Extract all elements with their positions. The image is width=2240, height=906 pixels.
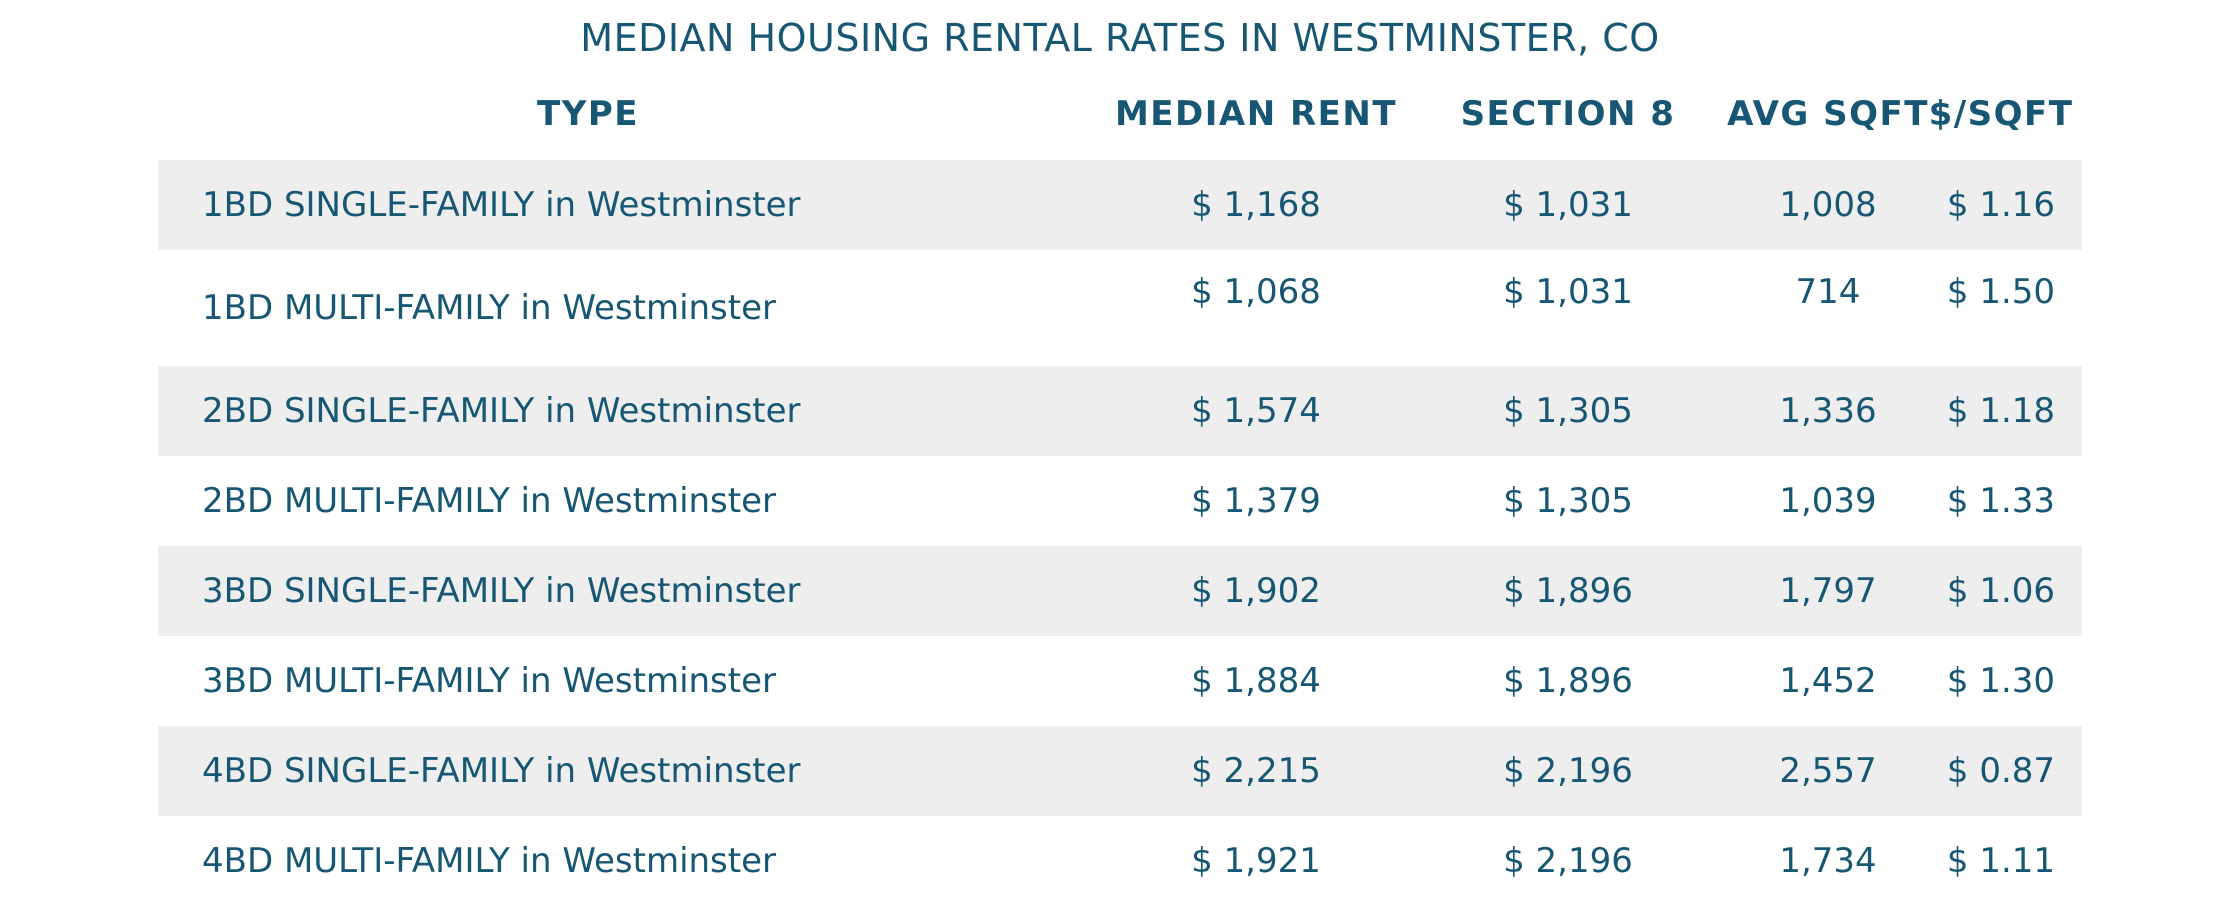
table-row: 4BD SINGLE-FAMILY in Westminster $ 2,215 $… <box>158 726 2082 816</box>
avg-sqft-cell: 1,008 <box>1779 185 1877 225</box>
median-rent-cell: $ 1,068 <box>1191 272 1321 312</box>
median-rent-cell: $ 1,921 <box>1191 841 1321 881</box>
avg-sqft-cell: 1,734 <box>1779 841 1877 881</box>
rental-rates-table: TYPE MEDIAN RENT SECTION 8 AVG SQFT $/SQ… <box>158 84 2082 906</box>
avg-sqft-cell: 1,452 <box>1779 661 1877 701</box>
median-rent-cell: $ 1,884 <box>1191 661 1321 701</box>
column-header-avg-sqft: AVG SQFT <box>1727 94 1929 134</box>
table-header-row: TYPE MEDIAN RENT SECTION 8 AVG SQFT $/SQ… <box>158 84 2082 160</box>
table-row: 4BD MULTI-FAMILY in Westminster $ 1,921 $ … <box>158 816 2082 906</box>
type-cell: 1BD MULTI-FAMILY in Westminster <box>202 288 776 328</box>
section-8-cell: $ 1,896 <box>1503 571 1633 611</box>
column-header-median-rent: MEDIAN RENT <box>1114 94 1398 134</box>
type-cell: 3BD MULTI-FAMILY in Westminster <box>202 661 776 701</box>
section-8-cell: $ 1,305 <box>1503 391 1633 431</box>
table-row: 2BD MULTI-FAMILY in Westminster $ 1,379 $ … <box>158 456 2082 546</box>
avg-sqft-cell: 1,039 <box>1779 481 1877 521</box>
type-cell: 2BD SINGLE-FAMILY in Westminster <box>202 391 801 431</box>
section-8-cell: $ 1,031 <box>1503 185 1633 225</box>
median-rent-cell: $ 1,168 <box>1191 185 1321 225</box>
section-8-cell: $ 1,305 <box>1503 481 1633 521</box>
column-header-section-8: SECTION 8 <box>1460 94 1676 134</box>
avg-sqft-cell: 1,797 <box>1779 571 1877 611</box>
median-rent-cell: $ 1,574 <box>1191 391 1321 431</box>
price-per-sqft-cell: $ 1.16 <box>1946 185 2056 225</box>
table-body: 1BD SINGLE-FAMILY in Westminster $ 1,168 $… <box>158 160 2082 906</box>
table-title: MEDIAN HOUSING RENTAL RATES IN WESTMINST… <box>580 16 1660 60</box>
price-per-sqft-cell: $ 1.30 <box>1946 661 2056 701</box>
section-8-cell: $ 1,896 <box>1503 661 1633 701</box>
median-rent-cell: $ 1,379 <box>1191 481 1321 521</box>
type-cell: 1BD SINGLE-FAMILY in Westminster <box>202 185 801 225</box>
table-row: 3BD SINGLE-FAMILY in Westminster $ 1,902 $… <box>158 546 2082 636</box>
avg-sqft-cell: 714 <box>1795 272 1861 312</box>
table-row: 3BD MULTI-FAMILY in Westminster $ 1,884 $ … <box>158 636 2082 726</box>
price-per-sqft-cell: $ 1.18 <box>1946 391 2056 431</box>
section-8-cell: $ 2,196 <box>1503 841 1633 881</box>
table-row: 2BD SINGLE-FAMILY in Westminster $ 1,574 $… <box>158 366 2082 456</box>
price-per-sqft-cell: $ 1.50 <box>1946 272 2056 312</box>
type-cell: 4BD SINGLE-FAMILY in Westminster <box>202 751 801 791</box>
price-per-sqft-cell: $ 1.11 <box>1946 841 2056 881</box>
median-rent-cell: $ 1,902 <box>1191 571 1321 611</box>
type-cell: 2BD MULTI-FAMILY in Westminster <box>202 481 776 521</box>
type-cell: 3BD SINGLE-FAMILY in Westminster <box>202 571 801 611</box>
median-rent-cell: $ 2,215 <box>1191 751 1321 791</box>
table-row: 1BD SINGLE-FAMILY in Westminster $ 1,168 $… <box>158 160 2082 250</box>
avg-sqft-cell: 2,557 <box>1779 751 1877 791</box>
column-header-price-per-sqft: $/SQFT <box>1928 94 2074 134</box>
avg-sqft-cell: 1,336 <box>1779 391 1877 431</box>
section-8-cell: $ 2,196 <box>1503 751 1633 791</box>
price-per-sqft-cell: $ 0.87 <box>1946 751 2056 791</box>
column-header-type: TYPE <box>537 94 639 134</box>
price-per-sqft-cell: $ 1.06 <box>1946 571 2056 611</box>
section-8-cell: $ 1,031 <box>1503 272 1633 312</box>
type-cell: 4BD MULTI-FAMILY in Westminster <box>202 841 776 881</box>
price-per-sqft-cell: $ 1.33 <box>1946 481 2056 521</box>
table-row: 1BD MULTI-FAMILY in Westminster $ 1,068 $ … <box>158 250 2082 366</box>
